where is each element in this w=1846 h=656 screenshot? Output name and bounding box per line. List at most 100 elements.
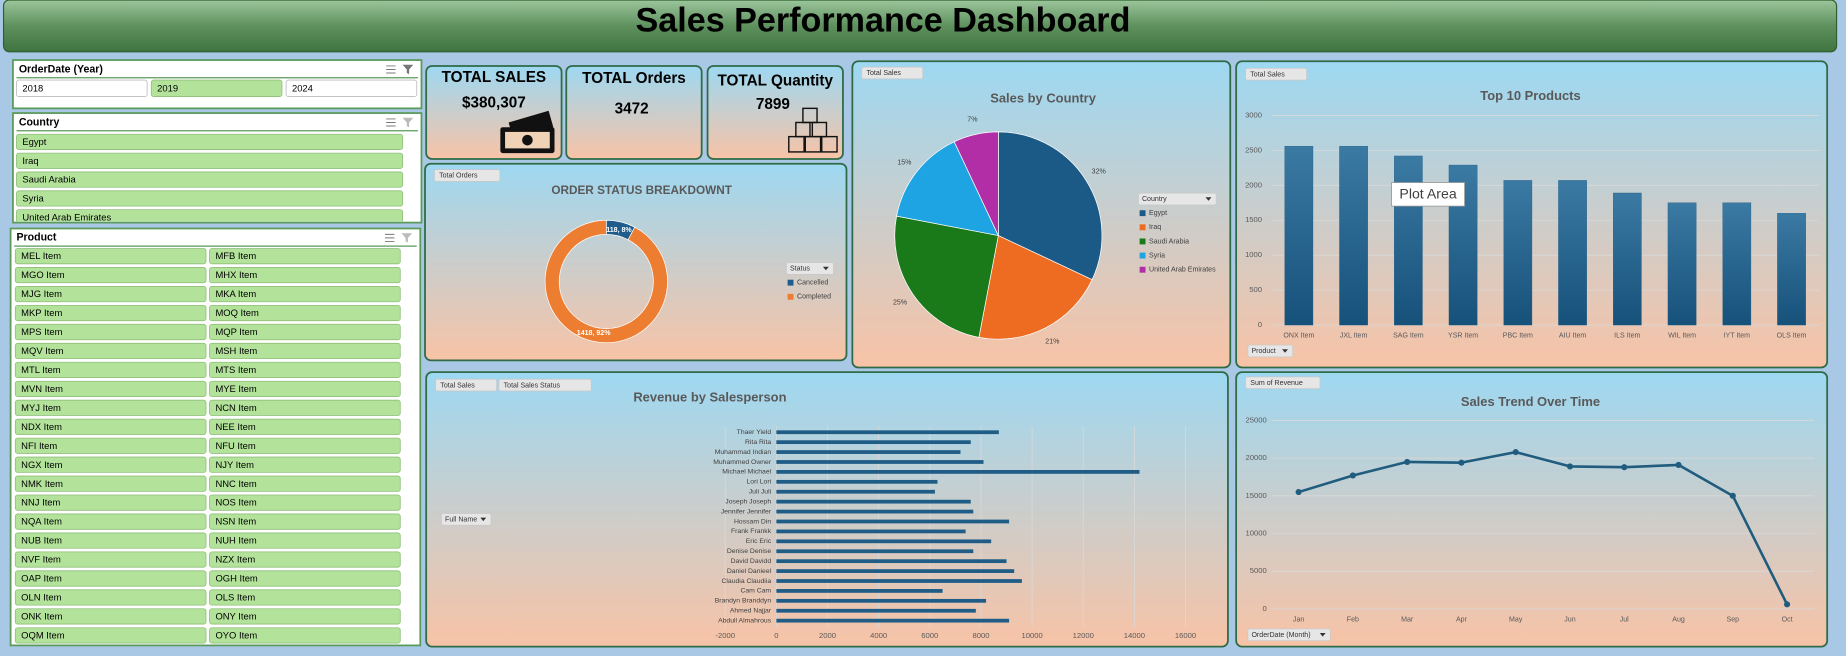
slicer-item[interactable] — [209, 361, 401, 378]
slicer-item-label[interactable]: MYJ Item — [21, 402, 61, 413]
slicer-item[interactable] — [209, 494, 401, 511]
dropdown-arrow[interactable] — [1319, 633, 1326, 637]
slicer-item[interactable] — [209, 304, 401, 322]
dropdown-button[interactable] — [786, 262, 834, 275]
slicer-item-label[interactable]: MYE Item — [215, 383, 256, 394]
slicer-item[interactable] — [209, 589, 401, 606]
slicer-item[interactable] — [209, 456, 401, 473]
dropdown-arrow[interactable] — [480, 517, 487, 522]
slicer-item-label[interactable]: NQA Item — [21, 516, 62, 527]
slicer-item[interactable] — [14, 418, 207, 435]
clear-filter-icon[interactable] — [401, 233, 413, 243]
slicer-item-label[interactable]: MQV Item — [21, 345, 63, 356]
slicer-item-label[interactable]: Iraq — [22, 155, 38, 166]
slicer-item-label[interactable]: MTS Item — [215, 364, 256, 375]
slicer-item-label[interactable]: NDX Item — [21, 421, 62, 432]
slicer-item-label[interactable]: MTL Item — [21, 364, 61, 375]
multi-select-icon[interactable] — [386, 118, 396, 127]
slicer-item-label[interactable]: 2024 — [292, 82, 313, 93]
field-button[interactable] — [434, 169, 501, 182]
slicer-item-label[interactable]: NNJ Item — [21, 497, 60, 508]
slicer-item-label[interactable]: MKA Item — [215, 288, 256, 299]
slicer-item-label[interactable]: NVF Item — [21, 554, 61, 565]
slicer-item-label[interactable]: Saudi Arabia — [22, 174, 76, 185]
slicer-item[interactable] — [14, 248, 207, 265]
field-button[interactable] — [1245, 67, 1307, 81]
slicer-item[interactable] — [209, 323, 401, 341]
dropdown-arrow[interactable] — [1282, 349, 1288, 353]
slicer-item-label[interactable]: NZX Item — [215, 554, 255, 565]
slicer-item[interactable] — [14, 494, 207, 511]
dropdown-arrow[interactable] — [822, 266, 829, 271]
slicer-item[interactable] — [14, 323, 207, 341]
slicer-item-label[interactable]: United Arab Emirates — [22, 211, 111, 222]
slicer-item-label[interactable]: OQM Item — [21, 629, 65, 640]
slicer-item-label[interactable]: MFB Item — [215, 250, 256, 261]
slicer-item[interactable] — [209, 475, 401, 492]
slicer-item[interactable] — [209, 286, 401, 303]
slicer-item[interactable] — [16, 79, 148, 97]
slicer-item[interactable] — [209, 570, 401, 587]
slicer-item[interactable] — [16, 171, 404, 188]
slicer-item-label[interactable]: NMK Item — [21, 478, 63, 489]
multi-select-icon[interactable] — [384, 233, 395, 242]
dropdown-button-label[interactable]: Country — [1142, 196, 1167, 203]
slicer-item[interactable] — [209, 513, 401, 530]
slicer-item-label[interactable]: Egypt — [22, 136, 46, 147]
slicer-item-label[interactable]: MJG Item — [21, 288, 62, 299]
slicer-item[interactable] — [285, 79, 418, 97]
slicer-item[interactable] — [209, 551, 401, 568]
slicer-item-label[interactable]: NJY Item — [215, 459, 254, 470]
slicer-item[interactable] — [14, 267, 207, 284]
slicer-item-label[interactable]: 2019 — [157, 82, 178, 93]
slicer-item-label[interactable]: MGO Item — [21, 269, 65, 280]
slicer-item[interactable] — [14, 456, 207, 473]
slicer-item-label[interactable]: MHX Item — [215, 269, 257, 280]
slicer-item[interactable] — [209, 342, 401, 360]
field-button[interactable] — [861, 66, 924, 80]
field-button-label[interactable]: Sum of Revenue — [1250, 380, 1303, 387]
slicer-item[interactable] — [14, 437, 207, 454]
slicer-item-label[interactable]: MEL Item — [21, 250, 61, 261]
dropdown-button-label[interactable]: Status — [790, 266, 810, 273]
slicer-item-label[interactable]: NCN Item — [215, 402, 256, 413]
slicer-item[interactable] — [209, 399, 401, 416]
slicer-item-label[interactable]: NGX Item — [21, 459, 62, 470]
slicer-item-label[interactable]: MOQ Item — [215, 307, 259, 318]
slicer-item[interactable] — [14, 304, 207, 322]
slicer-item[interactable] — [209, 267, 401, 284]
slicer-item-label[interactable]: 2018 — [22, 82, 43, 93]
slicer-item[interactable] — [209, 627, 401, 644]
slicer-item[interactable] — [16, 190, 404, 207]
slicer-item-label[interactable]: NSN Item — [215, 516, 256, 527]
slicer-item[interactable] — [14, 361, 207, 378]
slicer-item-label[interactable]: OLS Item — [215, 592, 255, 603]
slicer-item[interactable] — [16, 209, 404, 225]
field-button-label[interactable]: Total Sales — [1250, 71, 1285, 78]
slicer-item-label[interactable]: ONK Item — [21, 611, 62, 622]
slicer-item-label[interactable]: ONY Item — [215, 611, 256, 622]
slicer-item-label[interactable]: Syria — [22, 193, 44, 204]
slicer-item-label[interactable]: OAP Item — [21, 573, 62, 584]
slicer-item[interactable] — [14, 475, 207, 492]
slicer-item-label[interactable]: OLN Item — [21, 592, 61, 603]
clear-filter-icon[interactable] — [402, 64, 414, 75]
slicer-item[interactable] — [14, 551, 207, 568]
slicer-item[interactable] — [14, 399, 207, 416]
slicer-item[interactable] — [150, 79, 283, 97]
dropdown-button[interactable] — [1247, 628, 1331, 642]
slicer-item-label[interactable]: MVN Item — [21, 383, 63, 394]
slicer-item[interactable] — [14, 286, 207, 303]
slicer-item[interactable] — [209, 437, 401, 454]
slicer-item[interactable] — [209, 532, 401, 549]
slicer-item[interactable] — [209, 380, 401, 397]
slicer-item-label[interactable]: NFU Item — [215, 440, 255, 451]
field-button-label[interactable]: Total Orders — [439, 173, 478, 180]
slicer-item-label[interactable]: NNC Item — [215, 478, 256, 489]
slicer-item-label[interactable]: MQP Item — [215, 326, 257, 337]
slicer-item-label[interactable]: NOS Item — [215, 497, 256, 508]
slicer-item-label[interactable]: NUH Item — [215, 535, 256, 546]
dropdown-button-label[interactable]: Product — [1251, 348, 1275, 355]
slicer-item[interactable] — [14, 589, 207, 606]
slicer-item-label[interactable]: MSH Item — [215, 345, 257, 356]
